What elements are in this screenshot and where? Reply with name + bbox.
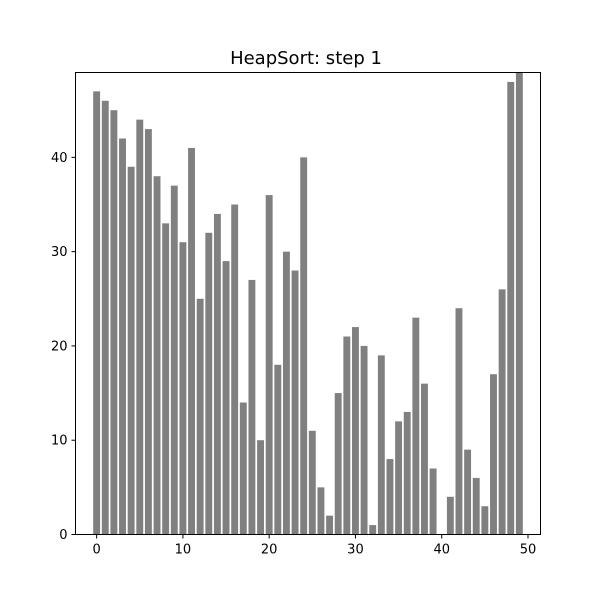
bar-41 bbox=[446, 496, 454, 535]
bar-14 bbox=[213, 213, 221, 535]
bar-0 bbox=[93, 91, 101, 535]
bar-4 bbox=[127, 166, 135, 535]
bar-11 bbox=[188, 147, 195, 535]
bar-10 bbox=[179, 242, 187, 535]
bar-33 bbox=[377, 355, 385, 535]
bar-30 bbox=[352, 327, 359, 535]
bar-34 bbox=[386, 459, 394, 535]
bar-48 bbox=[507, 81, 515, 535]
y-tick-label-0: 0 bbox=[59, 528, 67, 543]
x-tick-label-0: 0 bbox=[92, 543, 100, 558]
bar-42 bbox=[455, 308, 463, 535]
bars bbox=[93, 72, 523, 535]
bar-22 bbox=[282, 251, 290, 535]
bar-13 bbox=[205, 232, 213, 535]
bar-31 bbox=[360, 345, 368, 535]
bar-6 bbox=[144, 129, 152, 535]
y-tick-label-30: 30 bbox=[51, 245, 68, 260]
bar-25 bbox=[308, 430, 316, 535]
bar-2 bbox=[110, 110, 118, 535]
bar-47 bbox=[498, 289, 506, 535]
bar-21 bbox=[274, 364, 282, 535]
x-tick-label-40: 40 bbox=[433, 543, 450, 558]
x-tick-label-50: 50 bbox=[520, 543, 537, 558]
bar-1 bbox=[101, 100, 109, 535]
bar-18 bbox=[248, 279, 256, 535]
bar-27 bbox=[326, 515, 334, 535]
y-tick-label-20: 20 bbox=[51, 339, 68, 354]
bar-5 bbox=[136, 119, 144, 535]
bar-46 bbox=[490, 374, 497, 535]
bar-35 bbox=[395, 421, 403, 535]
bar-36 bbox=[403, 411, 411, 535]
y-tick-label-40: 40 bbox=[51, 151, 68, 166]
y-tick-label-10: 10 bbox=[51, 434, 68, 449]
bar-23 bbox=[291, 270, 299, 535]
bar-43 bbox=[464, 449, 472, 535]
bar-15 bbox=[222, 261, 230, 535]
bar-24 bbox=[300, 157, 308, 535]
bar-26 bbox=[317, 487, 325, 535]
bar-28 bbox=[334, 393, 342, 535]
chart-title: HeapSort: step 1 bbox=[230, 48, 382, 69]
bar-37 bbox=[412, 317, 420, 535]
x-axis: 0 10 20 30 40 50 bbox=[92, 534, 537, 558]
y-axis: 0 10 20 30 40 bbox=[51, 151, 76, 543]
bar-3 bbox=[119, 138, 126, 535]
bar-19 bbox=[257, 440, 264, 535]
bar-12 bbox=[196, 298, 204, 535]
bar-29 bbox=[343, 336, 351, 535]
bar-45 bbox=[481, 506, 489, 535]
bar-16 bbox=[231, 204, 239, 535]
bar-9 bbox=[170, 185, 178, 535]
bar-8 bbox=[162, 223, 170, 535]
bar-38 bbox=[421, 383, 428, 535]
bar-7 bbox=[153, 176, 161, 535]
x-tick-label-10: 10 bbox=[175, 543, 192, 558]
bar-17 bbox=[239, 402, 247, 535]
x-tick-label-20: 20 bbox=[261, 543, 278, 558]
plot-area-frame bbox=[75, 72, 541, 535]
bar-20 bbox=[265, 195, 273, 535]
x-tick-label-30: 30 bbox=[347, 543, 364, 558]
bar-32 bbox=[369, 525, 377, 535]
bar-44 bbox=[472, 477, 480, 535]
bar-39 bbox=[429, 468, 437, 535]
bar-49 bbox=[515, 72, 523, 535]
